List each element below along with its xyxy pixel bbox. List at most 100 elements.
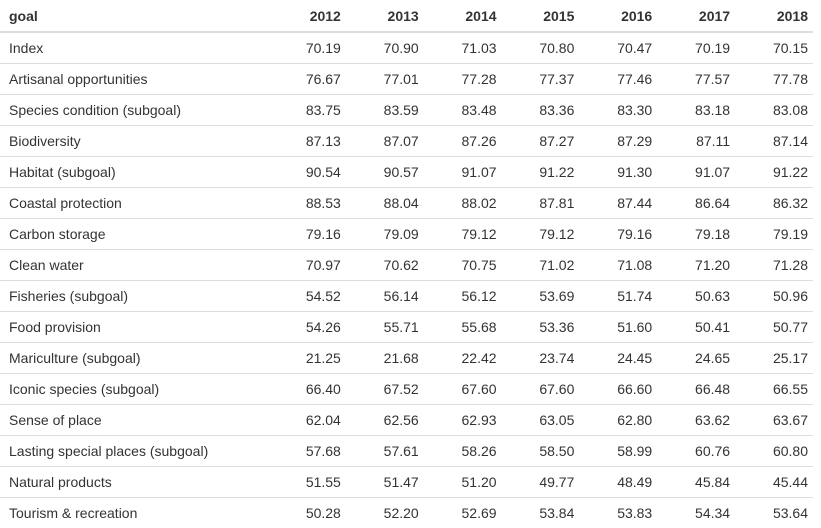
score-cell: 76.67 <box>268 63 346 95</box>
goal-name-cell: Species condition (subgoal) <box>0 94 269 126</box>
score-cell: 50.77 <box>735 311 813 343</box>
score-cell: 53.64 <box>735 497 813 528</box>
goal-name-cell: Mariculture (subgoal) <box>0 342 269 374</box>
score-cell: 70.15 <box>772 40 808 56</box>
score-cell: 90.57 <box>345 156 424 188</box>
score-cell: 66.55 <box>735 373 813 405</box>
table-row: Carbon storage 79.16 79.09 79.12 79.12 79.16 7… <box>0 218 813 250</box>
score-cell: 91.07 <box>657 156 736 188</box>
score-cell: 91.07 <box>423 156 502 188</box>
score-cell: 87.26 <box>423 125 502 157</box>
table-row: Mariculture (subgoal) 21.25 21.68 22.42 23.7… <box>0 342 813 374</box>
score-cell: 60.80 <box>735 435 813 467</box>
score-cell: 23.74 <box>501 342 580 374</box>
score-cell: 70.62 <box>345 249 424 281</box>
score-cell: 24.65 <box>657 342 736 374</box>
score-cell: 63.05 <box>501 404 580 436</box>
score-cell: 83.36 <box>501 94 580 126</box>
goal-name-cell: Iconic species (subgoal) <box>0 373 269 405</box>
score-cell: 56.12 <box>423 280 502 312</box>
score-cell: 90.54 <box>268 156 346 188</box>
score-cell: 70.19 <box>695 40 731 56</box>
score-cell: 50.96 <box>735 280 813 312</box>
score-cell: 45.84 <box>657 466 736 498</box>
score-cell: 86.64 <box>657 187 736 219</box>
score-cell: 88.53 <box>268 187 346 219</box>
score-cell: 25.17 <box>735 342 813 374</box>
score-cell: 66.60 <box>579 373 658 405</box>
score-cell: 53.84 <box>501 497 580 528</box>
score-cell: 52.69 <box>423 497 502 528</box>
score-cell: 91.22 <box>735 156 813 188</box>
score-cell: 71.08 <box>579 249 658 281</box>
score-cell: 50.28 <box>268 497 346 528</box>
table-body: Index 70.19 70.90 71.03 70.80 70.47 70.19 70.15… <box>0 32 813 528</box>
score-cell: 21.68 <box>345 342 424 374</box>
score-cell: 62.56 <box>345 404 424 436</box>
goal-name-cell: Index <box>9 40 44 56</box>
column-header-year: 2014 <box>423 0 502 33</box>
score-cell: 79.12 <box>423 218 502 250</box>
score-cell: 71.20 <box>657 249 736 281</box>
score-cell: 67.60 <box>501 373 580 405</box>
score-cell: 87.44 <box>579 187 658 219</box>
column-header-year: 2018 <box>735 0 813 33</box>
score-cell: 87.27 <box>501 125 580 157</box>
goal-name-cell: Clean water <box>0 249 269 281</box>
goal-name-cell: Carbon storage <box>0 218 269 250</box>
score-cell: 83.30 <box>579 94 658 126</box>
score-cell: 70.19 <box>305 40 341 56</box>
score-cell: 91.22 <box>501 156 580 188</box>
score-cell: 83.18 <box>657 94 736 126</box>
column-header-year: 2012 <box>268 0 346 33</box>
score-cell: 52.20 <box>345 497 424 528</box>
column-header-year: 2013 <box>345 0 424 33</box>
score-cell: 71.28 <box>735 249 813 281</box>
table-row: Tourism & recreation 50.28 52.20 52.69 53.84… <box>0 497 813 528</box>
header-row: goal 2012 2013 2014 2015 2016 2017 2018 <box>0 0 813 33</box>
score-cell: 57.61 <box>345 435 424 467</box>
table-row: Habitat (subgoal) 90.54 90.57 91.07 91.22 91.… <box>0 156 813 188</box>
score-cell: 56.14 <box>345 280 424 312</box>
score-cell: 45.44 <box>735 466 813 498</box>
score-cell: 71.02 <box>501 249 580 281</box>
score-cell: 48.49 <box>579 466 658 498</box>
score-cell: 88.02 <box>423 187 502 219</box>
score-cell: 54.52 <box>268 280 346 312</box>
score-cell: 51.74 <box>579 280 658 312</box>
score-cell: 50.63 <box>657 280 736 312</box>
score-cell: 77.57 <box>657 63 736 95</box>
table-row: Food provision 54.26 55.71 55.68 53.36 51.60 5… <box>0 311 813 343</box>
score-cell: 62.04 <box>268 404 346 436</box>
score-cell: 50.41 <box>657 311 736 343</box>
table-row: Artisanal opportunities 76.67 77.01 77.28 77… <box>0 63 813 95</box>
score-cell: 51.60 <box>579 311 658 343</box>
score-cell: 79.18 <box>657 218 736 250</box>
score-cell: 60.76 <box>657 435 736 467</box>
score-cell: 79.16 <box>268 218 346 250</box>
goal-name-cell: Artisanal opportunities <box>0 63 269 95</box>
score-cell: 63.67 <box>735 404 813 436</box>
score-cell: 70.47 <box>617 40 653 56</box>
goal-name-cell: Lasting special places (subgoal) <box>0 435 269 467</box>
score-cell: 71.03 <box>461 40 497 56</box>
score-cell: 77.78 <box>735 63 813 95</box>
table-row: Index 70.19 70.90 71.03 70.80 70.47 70.19 70.15 <box>0 32 813 64</box>
score-cell: 66.48 <box>657 373 736 405</box>
score-cell: 49.77 <box>501 466 580 498</box>
score-cell: 70.75 <box>423 249 502 281</box>
table-row: Lasting special places (subgoal) 57.68 57.… <box>0 435 813 467</box>
score-cell: 67.52 <box>345 373 424 405</box>
goal-name-cell: Biodiversity <box>0 125 269 157</box>
score-cell: 58.50 <box>501 435 580 467</box>
score-cell: 87.13 <box>268 125 346 157</box>
score-cell: 87.11 <box>657 125 736 157</box>
score-cell: 58.99 <box>579 435 658 467</box>
table-row: Fisheries (subgoal) 54.52 56.14 56.12 53.69 5… <box>0 280 813 312</box>
score-cell: 53.83 <box>579 497 658 528</box>
score-cell: 54.34 <box>657 497 736 528</box>
table-header: goal 2012 2013 2014 2015 2016 2017 2018 <box>0 0 813 33</box>
score-cell: 51.55 <box>268 466 346 498</box>
score-cell: 70.80 <box>539 40 575 56</box>
